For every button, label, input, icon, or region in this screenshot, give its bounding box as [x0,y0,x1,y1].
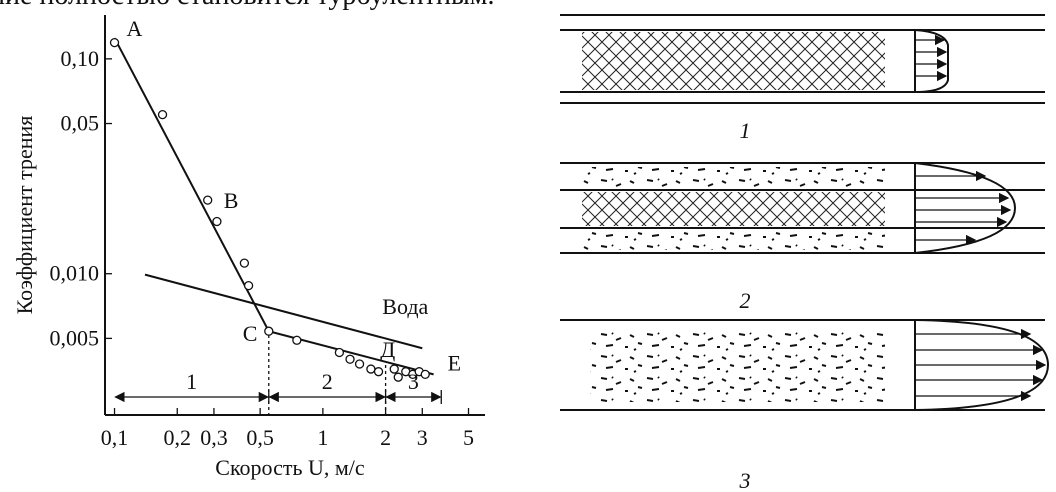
point-annotation: C [243,321,258,346]
plot: 0,1 0,2 0,3 0,5 1 2 3 5 0,10 0,05 0,010 0,005 Вода A B… [50,15,485,450]
point-annotation: A [127,16,143,41]
x-tick-label: 0,1 [101,425,129,450]
point-annotation: Д [380,337,395,362]
x-tick-label: 0,2 [164,425,192,450]
series-label: Вода [382,294,428,319]
diagram-transition: 2 [560,162,1045,313]
data-point [109,37,120,48]
data-point [157,109,168,120]
data-point [389,364,399,374]
x-tick-label: 2 [380,425,391,450]
header-text: ние полностью становится турбулентным. [0,0,494,11]
x-tick-label: 0,3 [200,425,228,450]
point-annotation: E [448,350,461,375]
data-point [264,326,274,336]
diagram-turbulent: 3 [560,319,1050,492]
point-annotation: B [224,188,239,213]
data-point [239,258,250,268]
diagram-label: 3 [739,468,751,492]
y-tick-label: 0,10 [61,46,100,71]
x-tick-label: 1 [317,425,328,450]
x-tick-label: 0,5 [246,425,274,450]
data-point [345,354,355,364]
data-point [203,195,213,205]
region-label: 3 [408,369,419,394]
x-axis-label: Скорость U, м/с [215,455,365,480]
data-point [212,216,222,227]
x-tick-label: 3 [417,425,428,450]
region-label: 2 [322,369,333,394]
data-point [354,359,365,369]
data-point [420,369,430,380]
diagram-laminar: 1 [560,14,1045,143]
fit-line [113,37,434,376]
data-point [373,367,384,377]
y-tick-label: 0,05 [61,111,100,136]
data-point [243,280,254,291]
water-line [144,273,423,350]
diagram-label: 2 [740,288,751,313]
data-point [292,335,302,345]
data-point [366,364,376,374]
y-tick-label: 0,005 [50,325,100,350]
diagram-label: 1 [740,118,751,143]
y-tick-label: 0,010 [50,261,100,286]
data-point [334,347,345,358]
x-tick-label: 5 [463,425,474,450]
region-label: 1 [186,369,197,394]
y-axis-label: Коэффициент трения [12,116,37,315]
data-point [393,372,403,382]
